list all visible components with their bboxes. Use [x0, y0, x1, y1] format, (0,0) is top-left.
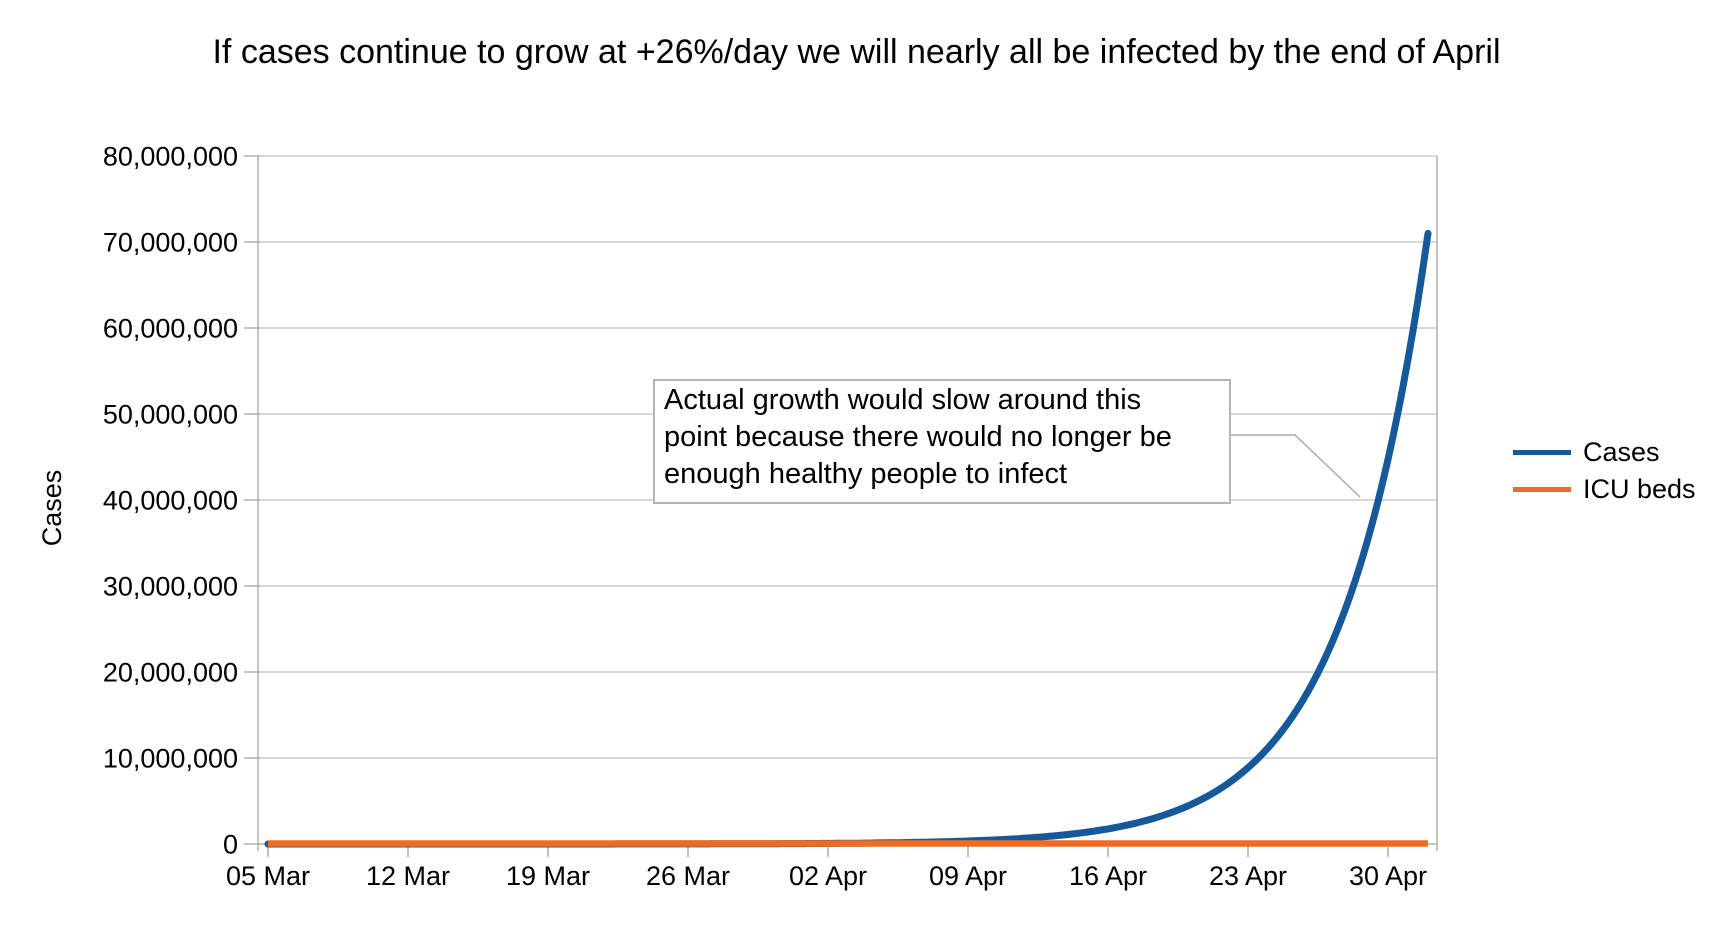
cases-line-swatch-icon — [1513, 450, 1571, 455]
annotation-text-line: enough healthy people to infect — [664, 458, 1068, 490]
x-tick-label: 09 Apr — [929, 861, 1007, 891]
y-tick-label: 10,000,000 — [103, 744, 238, 774]
chart-title: If cases continue to grow at +26%/day we… — [212, 33, 1501, 71]
x-tick-label: 26 Mar — [646, 861, 730, 891]
x-tick-label: 12 Mar — [366, 861, 450, 891]
legend-item-icu-beds: ICU beds — [1513, 471, 1696, 508]
y-tick-label: 80,000,000 — [103, 142, 238, 172]
legend-item-cases: Cases — [1513, 434, 1696, 471]
x-tick-label: 05 Mar — [226, 861, 310, 891]
legend: Cases ICU beds — [1513, 434, 1696, 508]
legend-label-cases: Cases — [1583, 437, 1660, 467]
y-tick-label: 20,000,000 — [103, 658, 238, 688]
x-tick-label: 23 Apr — [1209, 861, 1287, 891]
legend-label-icu-beds: ICU beds — [1583, 474, 1696, 504]
annotation-text-line: point because there would no longer be — [664, 421, 1172, 453]
x-tick-label: 30 Apr — [1349, 861, 1427, 891]
x-tick-label: 19 Mar — [506, 861, 590, 891]
y-tick-label: 30,000,000 — [103, 572, 238, 602]
cases-line — [264, 229, 1432, 848]
x-tick-label: 16 Apr — [1069, 861, 1147, 891]
y-tick-label: 0 — [223, 830, 238, 860]
annotation-text-line: Actual growth would slow around this — [664, 384, 1142, 416]
y-tick-label: 60,000,000 — [103, 314, 238, 344]
x-tick-label: 02 Apr — [789, 861, 867, 891]
annotation-callout-line — [1231, 434, 1361, 498]
y-tick-label: 70,000,000 — [103, 228, 238, 258]
icu-beds-line-swatch-icon — [1513, 487, 1571, 492]
annotation-box: Actual growth would slow around this poi… — [653, 379, 1231, 504]
y-tick-label: 40,000,000 — [103, 486, 238, 516]
y-tick-label: 50,000,000 — [103, 400, 238, 430]
